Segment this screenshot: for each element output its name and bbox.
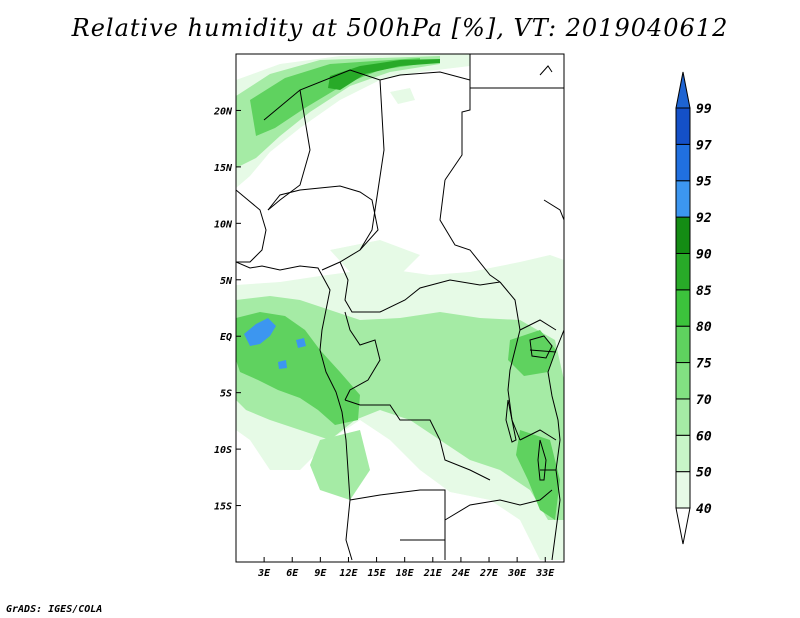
humidity-patch-south-west — [310, 430, 370, 500]
border-tanzania-mozambique — [519, 429, 557, 471]
lat-tick-label: EQ — [220, 332, 232, 343]
border-nigeria — [267, 185, 379, 271]
lake-tanganyika — [505, 399, 517, 443]
border-west-africa-coast — [236, 189, 267, 263]
colorbar-label: 99 — [696, 102, 712, 117]
colorbar-label: 97 — [696, 138, 712, 153]
lat-tick-label: 5S — [220, 389, 232, 400]
colorbar-swatch — [675, 325, 691, 364]
lake-victoria — [529, 335, 553, 359]
border-mali-niger — [267, 89, 311, 211]
colorbar-label: 92 — [696, 211, 712, 226]
colorbar-swatch — [675, 216, 691, 254]
colorbar-swatch — [675, 143, 691, 182]
lake-malawi — [537, 439, 547, 481]
colorbar-label: 85 — [696, 284, 712, 299]
chart-title: Relative humidity at 500hPa [%], VT: 201… — [71, 14, 729, 42]
colorbar-swatch — [675, 252, 691, 291]
colorbar-label: 95 — [696, 175, 712, 190]
humidity-region-equatorial-high — [236, 312, 360, 425]
border-kenya-uganda — [519, 319, 557, 353]
border-chad-sudan — [439, 179, 501, 283]
colorbar-label: 60 — [696, 429, 712, 444]
lon-tick-label: 33E — [535, 568, 555, 579]
humidity-patch-sahel — [390, 88, 415, 104]
lon-tick-label: 27E — [479, 568, 499, 579]
humidity-patch-south-east — [516, 430, 560, 520]
border-niger-chad — [359, 79, 385, 251]
colorbar-low-triangle — [675, 507, 691, 545]
colorbar-label: 70 — [696, 393, 712, 408]
humidity-field — [236, 54, 564, 560]
colorbar: 40 50 60 70 75 80 85 90 92 95 97 99 — [675, 71, 712, 545]
lon-tick-label: 30E — [507, 568, 527, 579]
colorbar-swatch — [675, 180, 691, 218]
coastline-east — [547, 329, 564, 561]
colorbar-label: 40 — [696, 502, 712, 517]
border-sahara-north — [263, 69, 471, 181]
country-borders — [236, 54, 564, 561]
saturated-spot-small-1 — [296, 338, 306, 348]
colorbar-swatch — [675, 289, 691, 327]
saturated-spot-west — [244, 318, 276, 346]
colorbar-label: 90 — [696, 247, 712, 262]
lon-tick-label: 21E — [423, 568, 443, 579]
lon-tick-label: 24E — [451, 568, 471, 579]
border-congo-drc — [344, 311, 381, 401]
lon-tick-label: 18E — [396, 568, 415, 579]
lon-tick-label: 12E — [339, 568, 358, 579]
border-cameroon-car — [339, 261, 501, 313]
lon-tick-label: 9E — [314, 568, 327, 579]
humidity-band-north-core — [328, 59, 440, 90]
lon-tick-label: 3E — [257, 568, 271, 579]
lat-tick-label: 10S — [214, 445, 232, 456]
grads-credit: GrADS: IGES/COLA — [6, 604, 103, 615]
lat-tick-label: 10N — [214, 219, 233, 230]
border-zambia-zimbabwe — [444, 489, 553, 521]
humidity-patch-central — [330, 240, 420, 275]
lat-tick-label: 15S — [214, 502, 232, 513]
latitude-axis: 20N 15N 10N 5N EQ 5S 10S 15S — [213, 106, 241, 513]
border-namibia-botswana — [400, 520, 446, 560]
red-sea-coast — [539, 65, 564, 221]
border-angola-drc — [344, 399, 491, 481]
humidity-band-north-high — [250, 58, 420, 136]
colorbar-swatch — [675, 107, 691, 145]
saturated-spot-small-2 — [278, 360, 287, 369]
lat-tick-label: 15N — [214, 163, 233, 174]
colorbar-swatch — [675, 471, 691, 509]
colorbar-swatch — [675, 362, 691, 400]
lat-tick-label: 5N — [220, 276, 233, 287]
border-libya-egypt — [469, 54, 564, 110]
map-frame — [235, 53, 565, 563]
colorbar-swatch — [675, 434, 691, 473]
colorbar-label: 50 — [696, 466, 712, 481]
border-angola-south — [349, 489, 446, 520]
colorbar-label: 75 — [696, 357, 712, 372]
colorbar-swatch — [675, 398, 691, 436]
lon-tick-label: 15E — [368, 568, 387, 579]
lat-tick-label: 20N — [213, 106, 233, 117]
lon-tick-label: 6E — [286, 568, 299, 579]
colorbar-label: 80 — [696, 320, 712, 335]
longitude-axis: 3E 6E 9E 12E 15E 18E 21E 24E 27E 30E 33E — [257, 557, 555, 579]
colorbar-high-triangle — [675, 71, 691, 109]
